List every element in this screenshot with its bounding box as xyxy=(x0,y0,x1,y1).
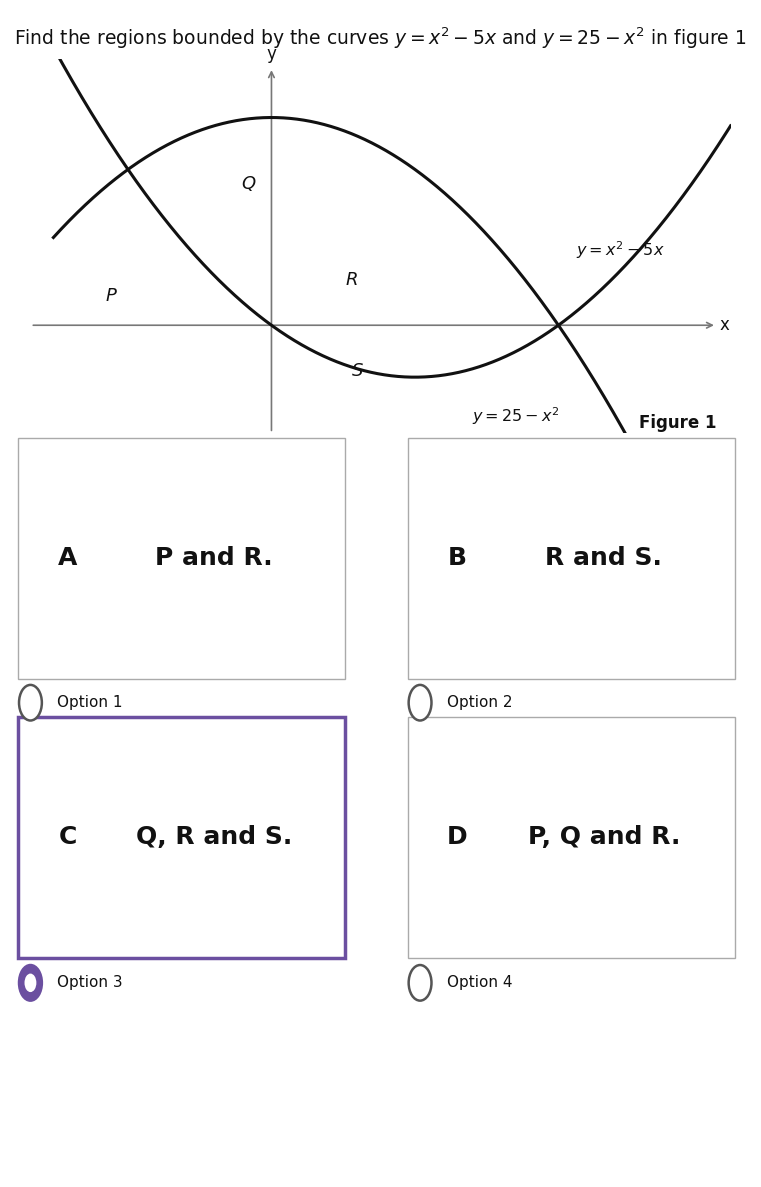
Text: x: x xyxy=(719,316,729,335)
Text: y: y xyxy=(266,45,276,63)
Text: Find the regions bounded by the curves $y=x^2-5x$ and $y=25-x^2$ in figure 1: Find the regions bounded by the curves $… xyxy=(14,26,747,51)
Text: Figure 1: Figure 1 xyxy=(639,414,717,432)
Text: P, Q and R.: P, Q and R. xyxy=(527,825,680,850)
Text: P: P xyxy=(105,287,116,305)
Text: B: B xyxy=(448,546,466,571)
Text: $y = 25 - x^2$: $y = 25 - x^2$ xyxy=(473,406,560,427)
Text: C: C xyxy=(59,825,77,850)
Text: Option 2: Option 2 xyxy=(447,696,512,710)
Text: $y = x^2 - 5x$: $y = x^2 - 5x$ xyxy=(575,240,664,261)
Text: R and S.: R and S. xyxy=(546,546,662,571)
Text: S: S xyxy=(352,362,363,380)
Text: P and R.: P and R. xyxy=(155,546,273,571)
Text: A: A xyxy=(58,546,78,571)
Text: R: R xyxy=(345,271,358,288)
Text: Option 1: Option 1 xyxy=(57,696,123,710)
Text: Q: Q xyxy=(241,174,256,193)
Text: D: D xyxy=(447,825,468,850)
Text: Q, R and S.: Q, R and S. xyxy=(136,825,292,850)
Text: Option 3: Option 3 xyxy=(57,976,123,990)
Text: Option 4: Option 4 xyxy=(447,976,512,990)
